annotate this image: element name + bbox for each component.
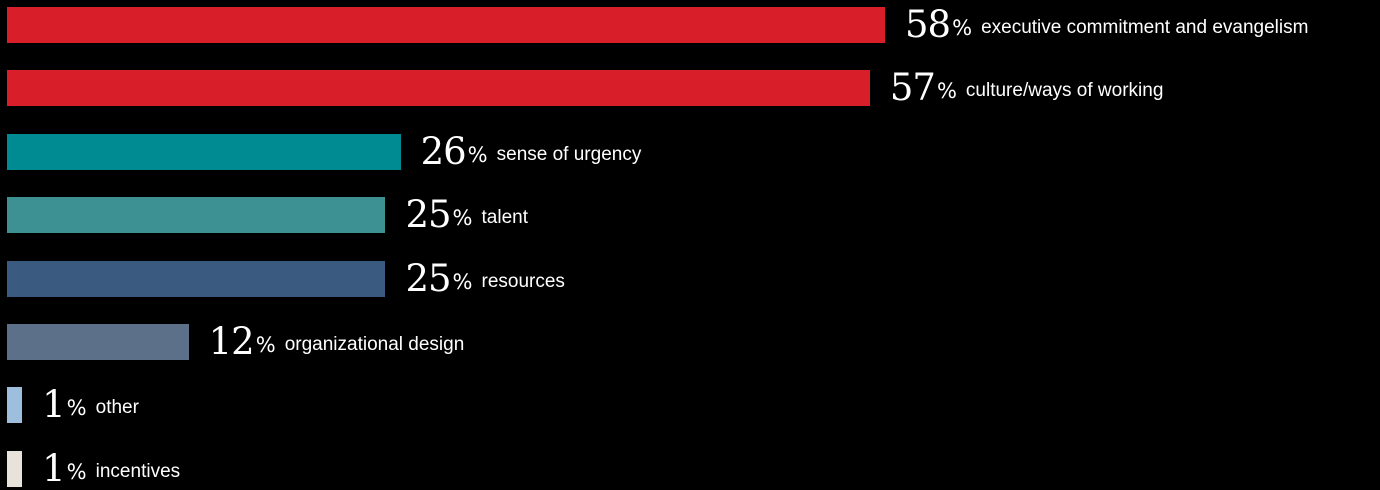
bar-label-executive-commitment-and-evangelism: 58% executive commitment and evangelism bbox=[905, 3, 1309, 46]
category-label: organizational design bbox=[284, 334, 465, 355]
bar-label-resources: 25% resources bbox=[405, 257, 565, 300]
value-label: 26 bbox=[420, 130, 467, 173]
bar-label-organizational-design: 12% organizational design bbox=[208, 320, 465, 363]
percent-sign: % bbox=[452, 206, 473, 230]
value-label: 1 bbox=[42, 447, 66, 490]
category-label: culture/ways of working bbox=[965, 80, 1164, 101]
value-label: 58 bbox=[905, 3, 951, 46]
category-label: resources bbox=[481, 271, 565, 292]
percent-sign: % bbox=[452, 270, 473, 294]
bar-executive-commitment-and-evangelism bbox=[7, 7, 885, 43]
value-label: 12 bbox=[208, 320, 255, 363]
bar-talent bbox=[7, 197, 386, 233]
percent-sign: % bbox=[952, 16, 973, 40]
percent-sign: % bbox=[255, 333, 276, 357]
category-label: other bbox=[95, 397, 139, 418]
bar-sense-of-urgency bbox=[7, 134, 401, 170]
value-label: 25 bbox=[405, 257, 451, 300]
category-label: executive commitment and evangelism bbox=[981, 17, 1309, 38]
bar-other bbox=[7, 387, 23, 423]
bar-label-culture-ways-of-working: 57% culture/ways of working bbox=[889, 66, 1164, 109]
bar-resources bbox=[7, 261, 386, 297]
bar-label-talent: 25% talent bbox=[405, 193, 528, 236]
bar-incentives bbox=[7, 451, 23, 487]
category-label: talent bbox=[481, 207, 528, 228]
percent-sign: % bbox=[467, 143, 488, 167]
percent-sign: % bbox=[66, 396, 87, 420]
value-label: 25 bbox=[405, 193, 451, 236]
category-label: incentives bbox=[95, 461, 181, 482]
bar-label-other: 1% other bbox=[42, 383, 139, 426]
bar-label-incentives: 1% incentives bbox=[42, 447, 181, 490]
bar-organizational-design bbox=[7, 324, 189, 360]
percent-sign: % bbox=[936, 79, 957, 103]
bar-label-sense-of-urgency: 26% sense of urgency bbox=[420, 130, 642, 173]
value-label: 1 bbox=[42, 383, 66, 426]
bar-culture-ways-of-working bbox=[7, 70, 870, 106]
category-label: sense of urgency bbox=[496, 144, 642, 165]
value-label: 57 bbox=[889, 66, 936, 109]
percent-sign: % bbox=[66, 460, 87, 484]
